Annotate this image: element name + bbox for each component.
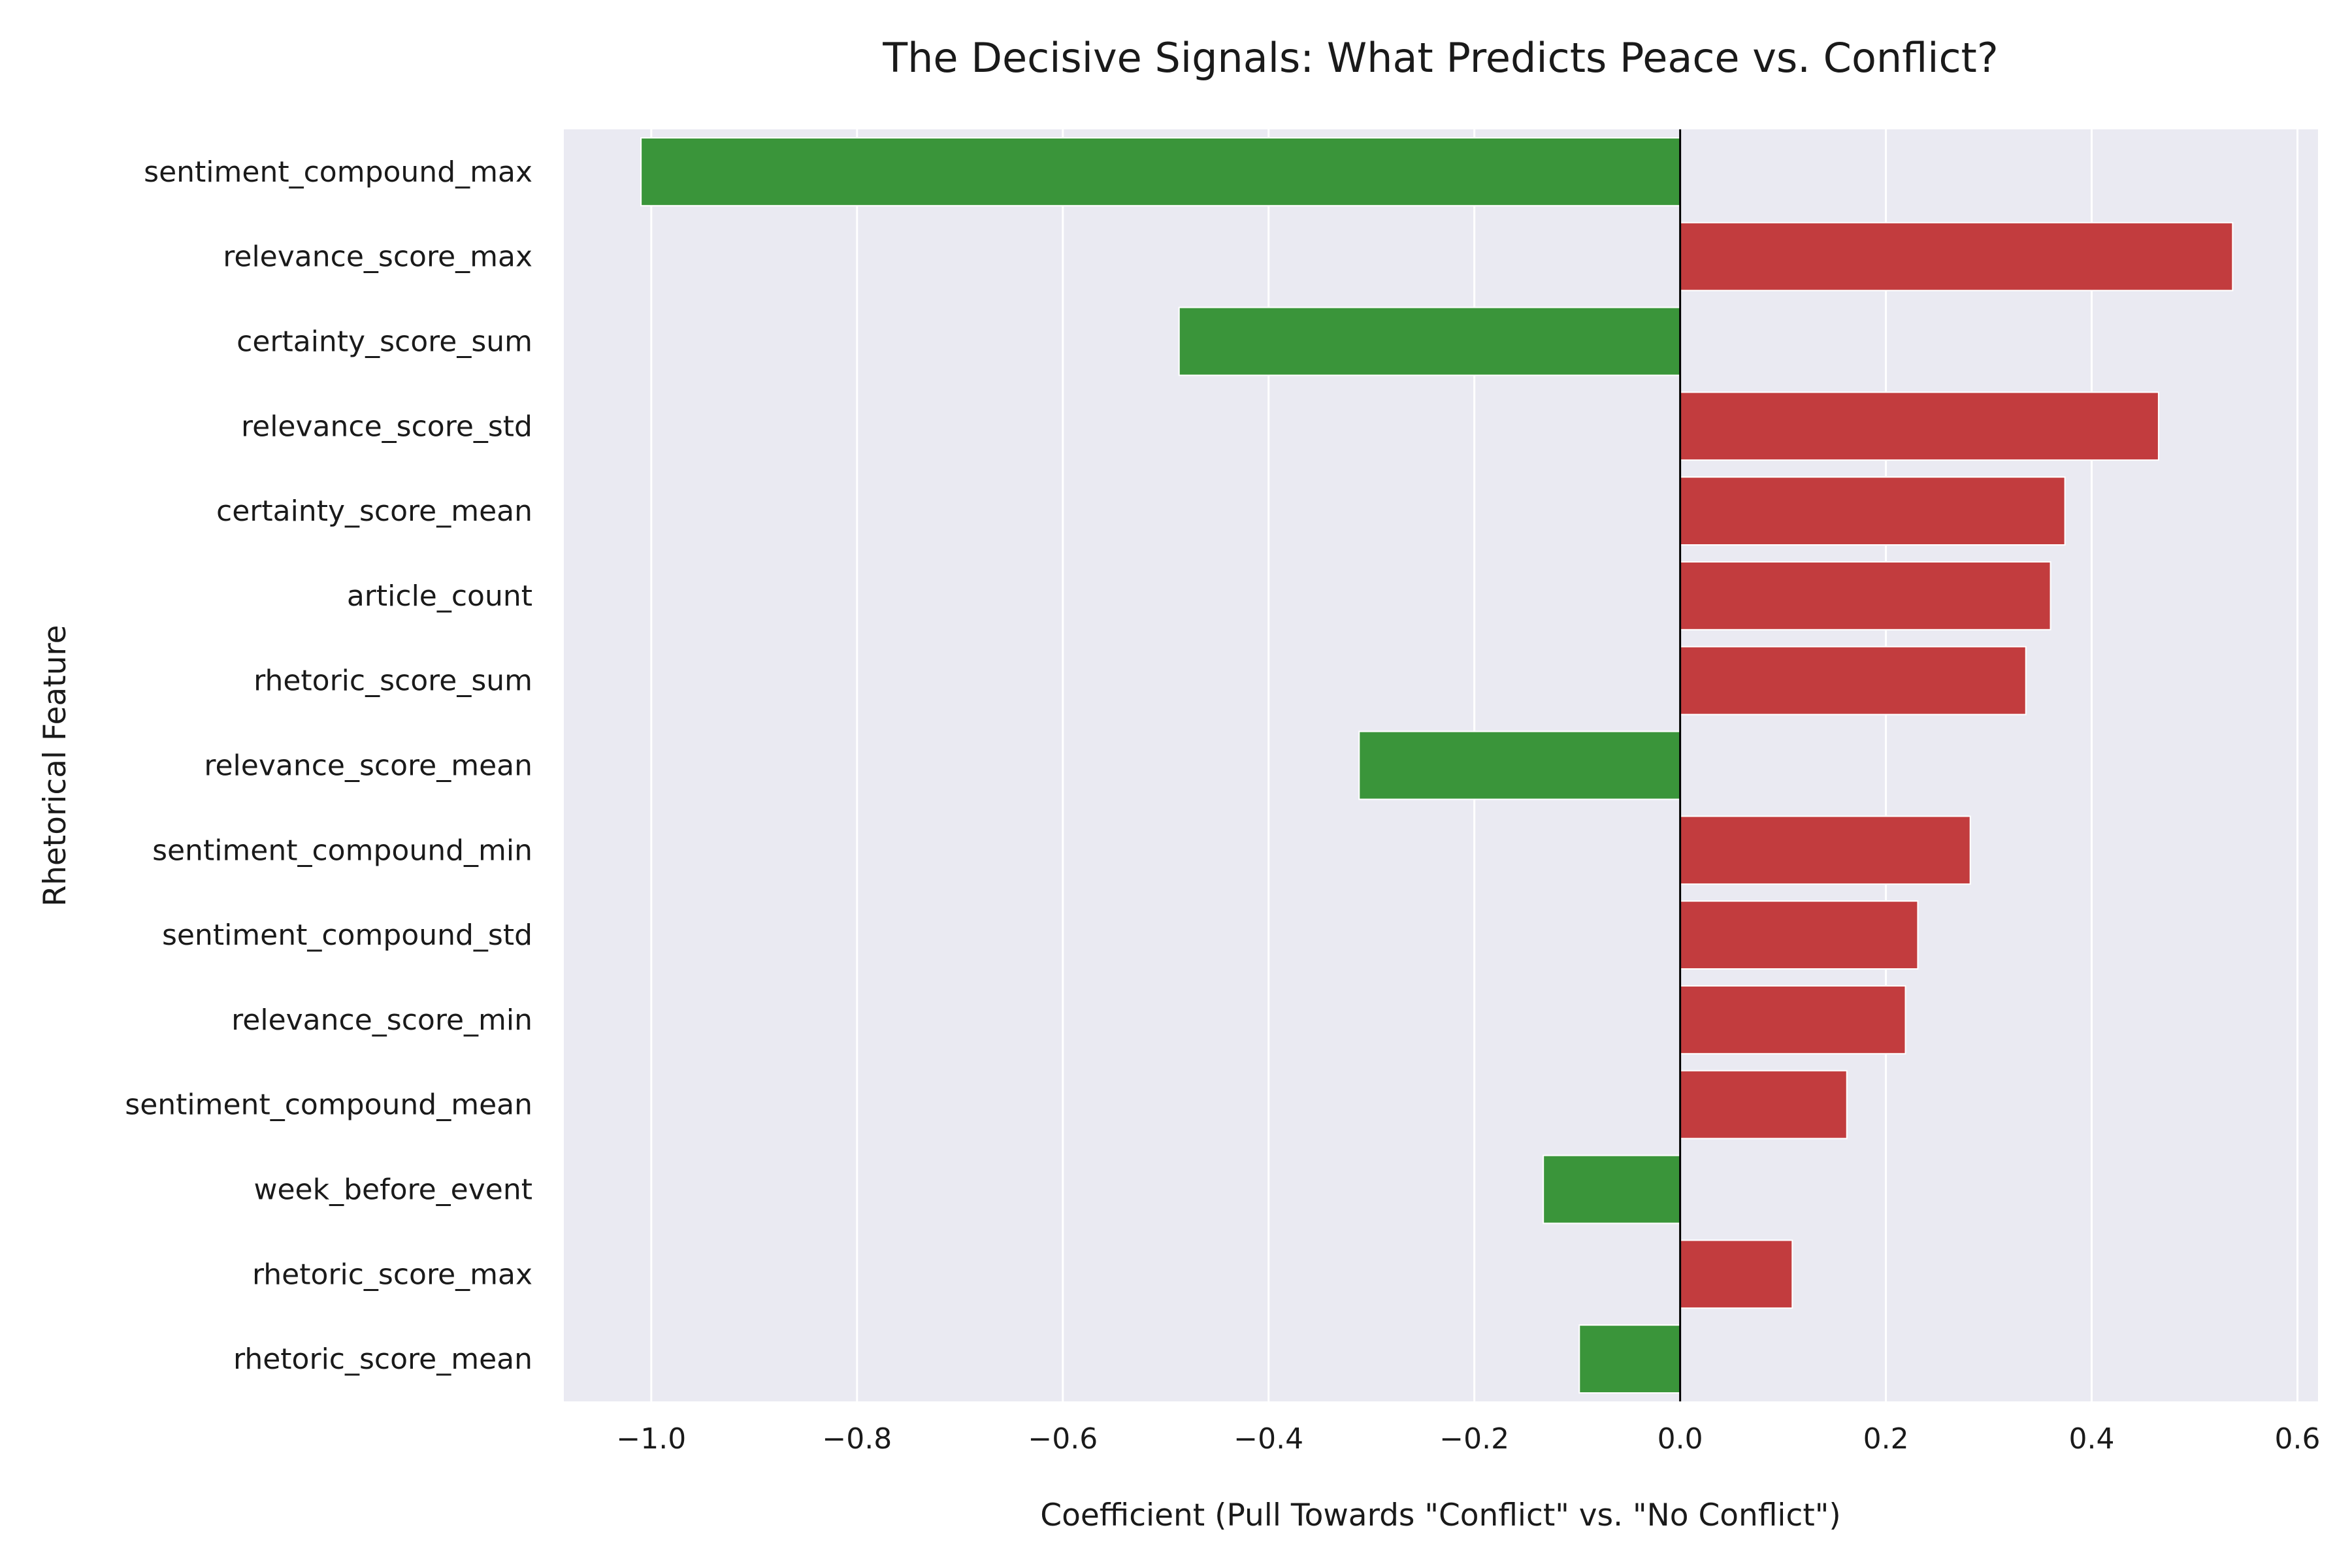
x-tick-labels: −1.0 −0.8 −0.6 −0.4 −0.2 0.0 0.2 0.4 0.6 bbox=[616, 1422, 2320, 1456]
y-tick-label: certainty_score_sum bbox=[237, 325, 532, 359]
y-tick-label: relevance_score_mean bbox=[204, 749, 532, 783]
y-tick-label: rhetoric_score_max bbox=[252, 1258, 532, 1291]
x-axis-label: Coefficient (Pull Towards "Conflict" vs.… bbox=[1040, 1497, 1840, 1533]
x-tick-label: −0.2 bbox=[1439, 1422, 1509, 1456]
bar-certainty-score-mean bbox=[1679, 476, 2066, 546]
x-tick-label: 0.2 bbox=[1863, 1422, 1909, 1456]
bar-week-before-event bbox=[1543, 1154, 1681, 1224]
y-tick-label: sentiment_compound_mean bbox=[125, 1088, 532, 1122]
bar-relevance-score-mean bbox=[1358, 730, 1681, 800]
x-tick-label: −0.6 bbox=[1028, 1422, 1098, 1456]
chart-title: The Decisive Signals: What Predicts Peac… bbox=[882, 34, 1999, 82]
bar-article-count bbox=[1679, 561, 2051, 630]
bar-sentiment-compound-max bbox=[640, 137, 1681, 206]
bar-sentiment-compound-std bbox=[1679, 900, 1919, 970]
y-tick-label: week_before_event bbox=[253, 1173, 532, 1207]
bar-sentiment-compound-mean bbox=[1679, 1070, 1848, 1139]
bar-relevance-score-min bbox=[1679, 985, 1906, 1054]
y-tick-label: relevance_score_max bbox=[223, 240, 532, 274]
bars-group bbox=[640, 137, 2234, 1394]
x-tick-label: 0.6 bbox=[2275, 1422, 2321, 1456]
bar-rhetoric-score-mean bbox=[1578, 1324, 1681, 1394]
y-tick-labels: sentiment_compound_max relevance_score_ma… bbox=[125, 155, 532, 1376]
bar-rhetoric-score-sum bbox=[1679, 645, 2027, 715]
bar-relevance-score-max bbox=[1679, 221, 2234, 291]
x-tick-label: −1.0 bbox=[616, 1422, 686, 1456]
y-tick-label: article_count bbox=[347, 580, 532, 613]
y-tick-label: rhetoric_score_sum bbox=[253, 664, 532, 698]
x-tick-label: −0.8 bbox=[822, 1422, 892, 1456]
x-tick-label: 0.0 bbox=[1658, 1422, 1703, 1456]
y-tick-label: sentiment_compound_max bbox=[144, 155, 532, 189]
y-tick-label: sentiment_compound_std bbox=[162, 919, 532, 952]
y-axis-label: Rhetorical Feature bbox=[37, 625, 73, 906]
y-tick-label: relevance_score_std bbox=[241, 410, 532, 443]
bar-sentiment-compound-min bbox=[1679, 815, 1971, 885]
y-tick-label: certainty_score_mean bbox=[216, 495, 532, 528]
x-tick-label: 0.4 bbox=[2069, 1422, 2115, 1456]
bar-relevance-score-std bbox=[1679, 391, 2159, 461]
y-tick-label: sentiment_compound_min bbox=[152, 834, 532, 867]
y-tick-label: rhetoric_score_mean bbox=[233, 1343, 532, 1376]
bar-rhetoric-score-max bbox=[1679, 1239, 1793, 1309]
x-tick-label: −0.4 bbox=[1233, 1422, 1303, 1456]
bar-certainty-score-sum bbox=[1178, 306, 1681, 376]
y-tick-label: relevance_score_min bbox=[231, 1004, 532, 1037]
